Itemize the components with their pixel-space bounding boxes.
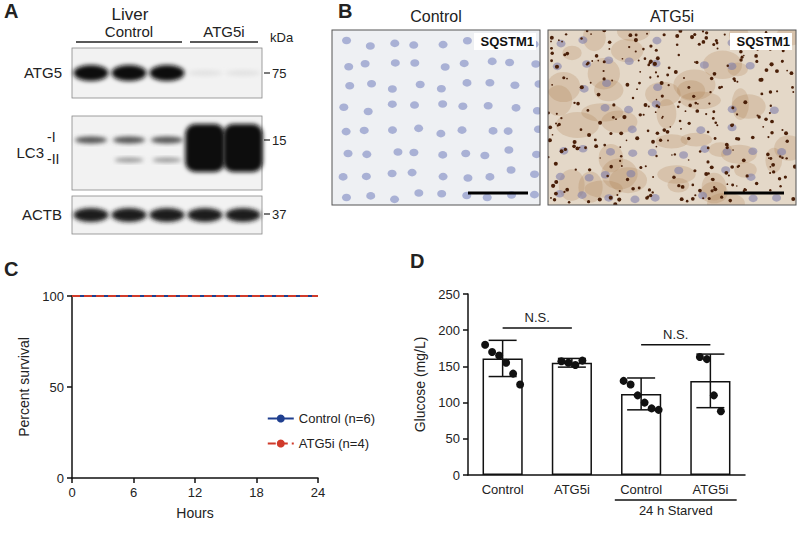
svg-text:75: 75 — [272, 66, 286, 81]
svg-text:200: 200 — [438, 323, 460, 338]
svg-text:150: 150 — [438, 359, 460, 374]
svg-text:-II: -II — [47, 151, 59, 167]
svg-text:24 h Starved: 24 h Starved — [639, 503, 713, 518]
html-text:D: D — [410, 250, 425, 272]
svg-text:ATG5: ATG5 — [24, 64, 62, 81]
html-text:B: B — [338, 0, 353, 22]
svg-text:12: 12 — [188, 485, 202, 500]
svg-text:SQSTM1: SQSTM1 — [737, 34, 790, 49]
svg-text:ATG5i: ATG5i — [650, 8, 694, 25]
svg-text:50: 50 — [446, 431, 460, 446]
svg-text:18: 18 — [249, 485, 263, 500]
svg-text:0: 0 — [453, 468, 460, 483]
svg-text:LC3: LC3 — [16, 144, 44, 161]
svg-text:250: 250 — [438, 287, 460, 302]
svg-text:ATG5i (n=4): ATG5i (n=4) — [299, 436, 369, 451]
svg-text:Glucose (mg/L): Glucose (mg/L) — [412, 337, 428, 433]
svg-text:6: 6 — [130, 485, 137, 500]
svg-text:ATG5i: ATG5i — [203, 23, 244, 40]
svg-text:Control: Control — [410, 8, 462, 25]
svg-text:Control (n=6): Control (n=6) — [299, 411, 375, 426]
svg-text:Liver: Liver — [112, 5, 149, 24]
svg-text:-I: -I — [47, 129, 56, 145]
svg-text:Control: Control — [482, 482, 524, 497]
svg-text:N.S.: N.S. — [663, 327, 688, 342]
svg-text:ATG5i: ATG5i — [554, 482, 590, 497]
svg-text:Percent survival: Percent survival — [16, 337, 32, 437]
svg-text:100: 100 — [438, 395, 460, 410]
svg-text:ATG5i: ATG5i — [692, 482, 728, 497]
svg-text:37: 37 — [272, 207, 286, 222]
svg-text:ACTB: ACTB — [22, 206, 62, 223]
svg-text:0: 0 — [57, 471, 64, 486]
svg-text:kDa: kDa — [270, 30, 294, 45]
svg-text:SQSTM1: SQSTM1 — [481, 34, 534, 49]
svg-text:N.S.: N.S. — [525, 310, 550, 325]
svg-text:50: 50 — [50, 380, 64, 395]
svg-text:0: 0 — [68, 485, 75, 500]
html-text:A: A — [4, 0, 19, 22]
html-text:C: C — [4, 258, 19, 280]
svg-text:24: 24 — [311, 485, 325, 500]
svg-text:Control: Control — [105, 23, 153, 40]
svg-text:Control: Control — [620, 482, 662, 497]
svg-text:15: 15 — [272, 133, 286, 148]
svg-text:Hours: Hours — [176, 505, 213, 521]
svg-text:100: 100 — [42, 289, 64, 304]
